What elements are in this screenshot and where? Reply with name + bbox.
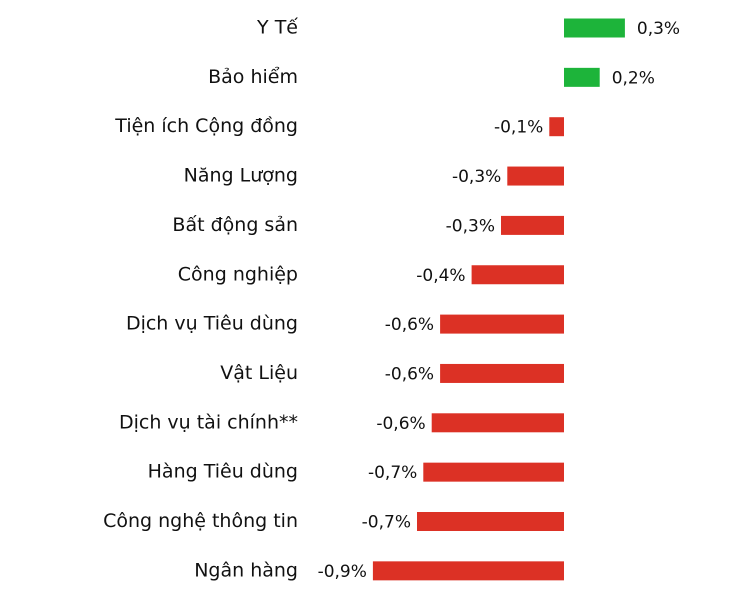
value-label: -0,9%: [318, 562, 367, 582]
value-label: 0,3%: [637, 19, 680, 39]
value-label: -0,7%: [362, 513, 411, 533]
value-label: -0,6%: [385, 364, 434, 384]
category-label: Bảo hiểm: [208, 66, 298, 88]
value-label: -0,4%: [416, 266, 465, 286]
category-label: Tiện ích Cộng đồng: [114, 115, 298, 137]
category-label: Y Tế: [256, 17, 298, 39]
bar: [440, 363, 564, 383]
category-label: Năng Lượng: [184, 165, 298, 187]
bar: [564, 18, 625, 38]
category-label: Dịch vụ Tiêu dùng: [126, 313, 298, 335]
bar: [417, 512, 564, 531]
value-label: -0,1%: [494, 118, 543, 138]
value-label: -0,3%: [452, 167, 501, 187]
value-label: -0,7%: [368, 463, 417, 483]
category-label: Công nghệ thông tin: [103, 510, 298, 532]
category-label: Dịch vụ tài chính**: [119, 411, 298, 433]
bar: [431, 413, 564, 433]
category-label: Ngân hàng: [194, 559, 298, 581]
value-label: -0,3%: [446, 216, 495, 236]
category-label: Công nghiệp: [178, 263, 298, 285]
bar: [549, 117, 564, 137]
category-label: Bất động sản: [172, 214, 298, 236]
value-label: 0,2%: [612, 68, 655, 88]
bar: [564, 67, 600, 87]
bar: [507, 166, 564, 186]
value-label: -0,6%: [385, 315, 434, 335]
bar: [440, 314, 564, 334]
bar: [501, 215, 564, 235]
category-label: Vật Liệu: [220, 362, 298, 384]
bar: [471, 265, 564, 285]
category-label: Hàng Tiêu dùng: [148, 461, 298, 483]
value-label: -0,6%: [376, 414, 425, 434]
bar: [423, 462, 564, 482]
bar: [372, 561, 564, 581]
